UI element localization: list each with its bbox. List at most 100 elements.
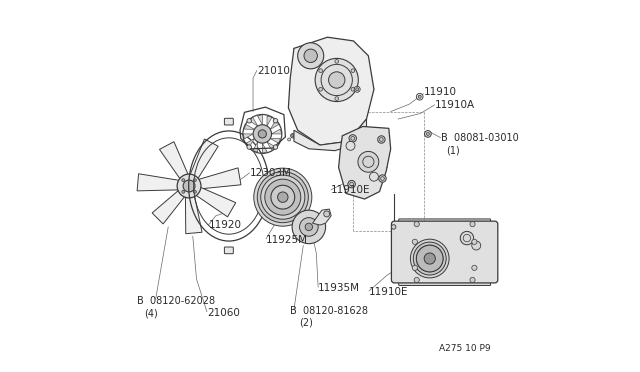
FancyBboxPatch shape — [225, 247, 234, 254]
Polygon shape — [186, 195, 202, 234]
Circle shape — [378, 136, 385, 143]
Circle shape — [424, 131, 431, 137]
Circle shape — [356, 88, 358, 91]
Text: 21060: 21060 — [207, 308, 240, 318]
Polygon shape — [270, 138, 280, 144]
Circle shape — [254, 168, 312, 226]
Circle shape — [414, 278, 419, 283]
Circle shape — [392, 225, 396, 229]
Circle shape — [324, 211, 330, 217]
Polygon shape — [195, 187, 236, 217]
Text: 11935M: 11935M — [318, 283, 360, 293]
Polygon shape — [294, 119, 367, 151]
Polygon shape — [244, 124, 254, 129]
Polygon shape — [189, 139, 218, 180]
Text: (1): (1) — [447, 145, 460, 155]
Circle shape — [292, 135, 294, 137]
Circle shape — [247, 119, 252, 123]
Circle shape — [470, 221, 475, 227]
Polygon shape — [250, 117, 258, 126]
Text: (2): (2) — [299, 318, 313, 327]
Circle shape — [348, 180, 355, 188]
Text: B  08081-03010: B 08081-03010 — [440, 134, 518, 143]
Circle shape — [278, 192, 288, 202]
Circle shape — [470, 278, 475, 283]
Circle shape — [271, 185, 294, 209]
Polygon shape — [271, 129, 282, 134]
Text: B  08120-81628: B 08120-81628 — [291, 306, 368, 315]
Circle shape — [351, 87, 355, 91]
Circle shape — [298, 43, 324, 69]
Text: 11925M: 11925M — [266, 235, 308, 245]
Polygon shape — [152, 190, 186, 224]
Circle shape — [358, 151, 379, 172]
Circle shape — [247, 145, 252, 149]
Polygon shape — [257, 115, 262, 125]
Polygon shape — [312, 209, 331, 225]
Circle shape — [472, 265, 477, 270]
Circle shape — [335, 60, 339, 63]
Circle shape — [304, 49, 317, 62]
Polygon shape — [339, 126, 390, 199]
Text: 11910: 11910 — [424, 87, 456, 97]
Circle shape — [257, 171, 308, 223]
Circle shape — [291, 134, 295, 138]
Circle shape — [354, 86, 360, 92]
Circle shape — [346, 141, 355, 150]
Polygon shape — [243, 134, 253, 139]
Circle shape — [417, 245, 443, 272]
Circle shape — [300, 218, 318, 236]
Circle shape — [472, 241, 481, 250]
Circle shape — [335, 97, 339, 100]
Circle shape — [369, 172, 378, 181]
Text: 12303M: 12303M — [250, 168, 291, 178]
Circle shape — [305, 223, 312, 231]
Circle shape — [424, 253, 435, 264]
FancyBboxPatch shape — [174, 183, 183, 189]
Circle shape — [273, 119, 278, 123]
Circle shape — [182, 190, 185, 193]
Text: 21010: 21010 — [257, 66, 290, 76]
Circle shape — [319, 69, 323, 73]
Circle shape — [315, 58, 358, 102]
Circle shape — [287, 138, 291, 141]
Circle shape — [349, 135, 356, 142]
Circle shape — [412, 265, 417, 270]
Circle shape — [259, 130, 266, 138]
Circle shape — [379, 175, 386, 182]
Circle shape — [413, 242, 446, 275]
Polygon shape — [197, 168, 241, 189]
Text: 11910E: 11910E — [369, 287, 408, 297]
Polygon shape — [289, 37, 374, 145]
Circle shape — [182, 179, 185, 182]
Polygon shape — [253, 142, 258, 152]
Polygon shape — [246, 138, 254, 147]
Circle shape — [319, 87, 323, 91]
Polygon shape — [159, 142, 189, 180]
Text: (4): (4) — [145, 308, 158, 318]
Circle shape — [412, 239, 417, 244]
Polygon shape — [270, 121, 279, 129]
Polygon shape — [137, 174, 180, 191]
Circle shape — [417, 246, 443, 272]
Circle shape — [328, 72, 345, 88]
Circle shape — [410, 239, 449, 278]
FancyBboxPatch shape — [225, 118, 234, 125]
Text: 11920: 11920 — [209, 220, 241, 230]
Circle shape — [253, 125, 271, 143]
Circle shape — [460, 231, 474, 245]
Text: 11910E: 11910E — [331, 185, 371, 195]
Text: A275 10 P9: A275 10 P9 — [439, 344, 490, 353]
Circle shape — [472, 239, 477, 244]
FancyBboxPatch shape — [392, 221, 498, 283]
Polygon shape — [262, 143, 267, 153]
Circle shape — [351, 69, 355, 73]
Circle shape — [273, 145, 278, 149]
Polygon shape — [267, 142, 275, 151]
FancyBboxPatch shape — [399, 219, 491, 228]
Text: 11910A: 11910A — [435, 100, 475, 110]
Circle shape — [292, 210, 326, 244]
FancyBboxPatch shape — [399, 276, 491, 286]
Circle shape — [260, 175, 305, 219]
Circle shape — [426, 132, 429, 135]
